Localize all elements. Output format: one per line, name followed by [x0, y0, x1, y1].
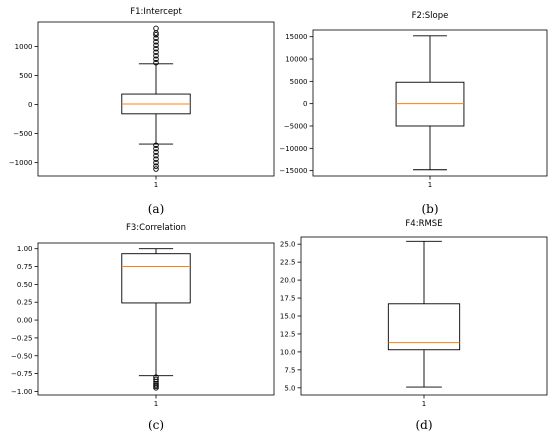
x-tick-label: 1	[154, 400, 158, 408]
y-tick-label: 12.5	[280, 330, 296, 338]
y-tick-label: 10000	[285, 56, 307, 64]
plot-frame	[37, 242, 275, 396]
y-tick-label: −0.25	[11, 334, 32, 342]
outlier-point	[153, 52, 159, 59]
chart-panel-3: F3:Correlation −1.00 −0.75 −0.50 −0.25 0.00 0.…	[11, 223, 275, 432]
y-tick-label: 15.0	[280, 313, 296, 321]
y-tick-label: −1.00	[11, 388, 32, 396]
y-tick-label: 17.5	[280, 295, 296, 303]
subfigure-caption: (d)	[415, 418, 432, 432]
plot-frame	[312, 29, 548, 177]
x-tick-label: 1	[154, 181, 158, 189]
outlier-point	[153, 145, 159, 152]
y-tick-label: 22.5	[280, 259, 296, 267]
y-tick-label: 0.00	[17, 317, 33, 325]
chart-title: F2:Slope	[412, 11, 449, 21]
outlier-point	[153, 39, 159, 45]
y-tick-label: −15000	[279, 167, 307, 175]
outlier-point	[153, 25, 159, 32]
outlier-point	[153, 45, 159, 52]
x-tick-label: 1	[428, 181, 432, 189]
outlier-point	[153, 149, 159, 155]
outlier-point	[153, 385, 159, 391]
outlier-point	[153, 56, 159, 62]
y-tick-label: 0	[28, 101, 32, 109]
plot-frame	[300, 236, 548, 396]
y-tick-label: 20.0	[280, 277, 296, 285]
y-tick-label: 1000	[15, 43, 33, 51]
y-tick-label: −0.50	[11, 352, 32, 360]
y-tick-label: 0.50	[17, 281, 33, 289]
y-tick-label: 15000	[285, 33, 307, 41]
subfigure-caption: (b)	[421, 202, 438, 216]
box-iqr	[387, 303, 461, 351]
chart-title: F3:Correlation	[126, 223, 186, 233]
plot-frame	[37, 21, 275, 177]
outlier-point	[153, 163, 159, 169]
y-tick-label: 1.00	[17, 245, 33, 253]
y-tick-label: 0.25	[17, 299, 33, 307]
y-tick-label: 7.5	[284, 366, 295, 374]
chart-panel-2: F2:Slope −15000 −10000 −5000 0 5000 10000 15000…	[279, 11, 548, 216]
chart-panel-1: F1:Intercept −1000 −500 0 500 1000 1 (a)	[9, 7, 275, 216]
outlier-point	[153, 166, 159, 172]
y-tick-label: −500	[13, 130, 32, 138]
outlier-point	[153, 59, 159, 66]
y-tick-label: 5000	[290, 78, 308, 86]
outlier-point	[153, 42, 159, 48]
y-tick-label: 5.0	[284, 384, 295, 392]
y-tick-label: 25.0	[280, 241, 296, 249]
outlier-point	[153, 142, 159, 148]
chart-panel-4: F4:RMSE 5.0 7.5 10.0 12.5 15.0 17.5 20.0 22.5 25.…	[280, 219, 548, 432]
y-tick-label: 0	[303, 100, 307, 108]
y-tick-label: 500	[19, 72, 32, 80]
outlier-point	[153, 156, 159, 162]
y-tick-label: 10.0	[280, 348, 296, 356]
chart-title: F1:Intercept	[130, 7, 182, 17]
y-tick-label: −0.75	[11, 370, 32, 378]
y-tick-label: −10000	[279, 145, 307, 153]
y-tick-label: −5000	[284, 122, 308, 130]
subfigure-caption: (c)	[148, 418, 164, 432]
chart-title: F4:RMSE	[405, 219, 442, 229]
y-tick-label: −1000	[9, 159, 33, 167]
box-iqr	[121, 253, 191, 304]
subfigure-caption: (a)	[148, 202, 165, 216]
y-tick-label: 0.75	[17, 263, 33, 271]
outlier-point	[153, 32, 159, 38]
outlier-point	[153, 49, 159, 55]
outlier-point	[153, 159, 159, 166]
x-tick-label: 1	[422, 400, 426, 408]
outlier-point	[153, 35, 159, 42]
outlier-point	[153, 152, 159, 159]
